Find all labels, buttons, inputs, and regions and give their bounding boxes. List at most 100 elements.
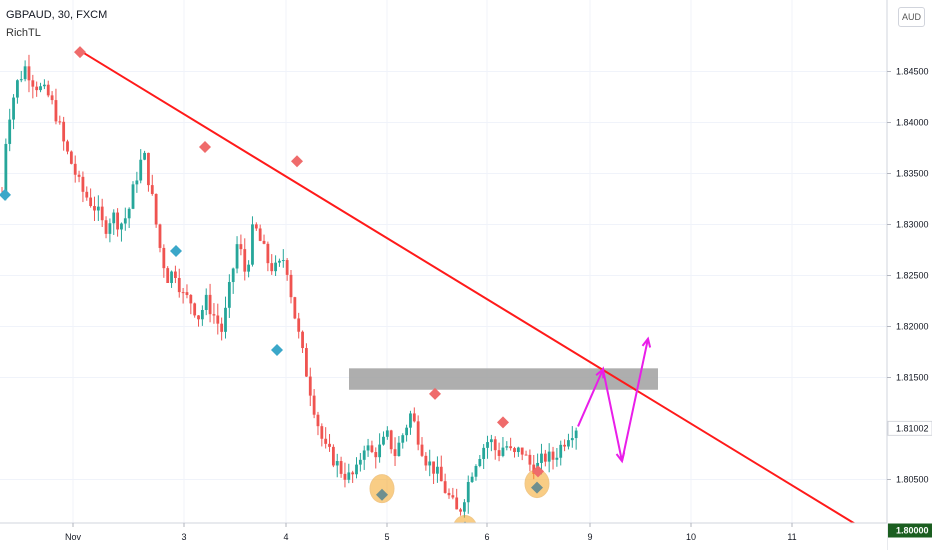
candle-body xyxy=(62,121,66,142)
candle-body xyxy=(416,421,420,445)
candle-body xyxy=(559,444,563,458)
candle-body xyxy=(501,447,505,456)
candle-body xyxy=(374,452,378,458)
candle-body xyxy=(104,220,108,234)
candle-body xyxy=(181,292,185,294)
pivot-low-marker xyxy=(531,481,543,494)
candle-body xyxy=(127,208,131,219)
candle-body xyxy=(93,206,96,211)
candle-body xyxy=(439,466,443,482)
candle-body xyxy=(328,443,331,447)
candle-body xyxy=(96,206,100,211)
candle-body xyxy=(150,185,154,194)
candle-body xyxy=(166,268,170,283)
candle-body xyxy=(486,442,489,448)
candle-body xyxy=(482,447,486,460)
candle-body xyxy=(382,436,385,445)
candle-body xyxy=(547,451,551,462)
candle-body xyxy=(158,224,162,248)
trendline xyxy=(78,49,867,532)
candle-body xyxy=(301,331,304,349)
candle-body xyxy=(397,442,401,457)
currency-button[interactable]: AUD xyxy=(898,7,925,27)
candle-body xyxy=(239,244,243,250)
candle-body xyxy=(135,180,139,185)
time-tick-label: 6 xyxy=(484,532,489,542)
candle-body xyxy=(320,426,324,439)
candle-body xyxy=(478,459,482,467)
grid xyxy=(0,0,887,523)
candle-body xyxy=(66,141,69,152)
time-tick-label: 11 xyxy=(787,532,796,542)
candle-body xyxy=(235,244,239,269)
candle-body xyxy=(466,481,470,503)
pivot-low-marker xyxy=(170,245,182,258)
candle-body xyxy=(428,461,432,466)
candle-body xyxy=(420,444,424,456)
candle-body xyxy=(170,271,173,283)
candle-body xyxy=(405,427,408,436)
current-price-label: 1.81002 xyxy=(896,423,929,433)
support-price-tag xyxy=(888,523,932,538)
candle-body xyxy=(393,449,397,457)
projection-arrowhead xyxy=(641,336,652,348)
candle-body xyxy=(89,197,93,207)
pivot-low-marker xyxy=(0,188,11,201)
candle-body xyxy=(123,218,127,224)
candle-body xyxy=(540,453,543,463)
candles xyxy=(0,54,578,518)
pivot-high-marker xyxy=(532,465,544,478)
candle-body xyxy=(227,282,231,308)
candle-body xyxy=(23,66,27,80)
candle-body xyxy=(116,212,119,230)
candle-body xyxy=(551,451,555,460)
candle-body xyxy=(424,455,428,466)
candle-body xyxy=(12,97,15,120)
candle-body xyxy=(524,454,528,456)
projection-arrowhead xyxy=(595,367,605,379)
candle-body xyxy=(532,464,536,474)
candle-body xyxy=(251,224,254,265)
price-tick-label: 1.84500 xyxy=(896,67,929,77)
candle-body xyxy=(278,260,281,263)
candle-body xyxy=(69,151,73,164)
candle-body xyxy=(343,473,347,480)
candle-body xyxy=(262,240,266,244)
price-tick-label: 1.80500 xyxy=(896,475,929,485)
candle-body xyxy=(493,439,497,451)
candle-body xyxy=(185,292,189,295)
candle-body xyxy=(247,264,251,272)
projection-path xyxy=(577,338,649,462)
candle-body xyxy=(331,446,335,466)
time-axis-background xyxy=(0,523,887,550)
pivot-high-marker xyxy=(74,46,86,59)
current-price-tag xyxy=(887,420,932,436)
candle-body xyxy=(463,502,466,512)
candle-body xyxy=(470,476,474,482)
candle-body xyxy=(143,152,146,160)
candle-body xyxy=(58,121,62,123)
candle-body xyxy=(347,472,351,480)
candle-body xyxy=(505,446,509,448)
candle-body xyxy=(139,159,143,181)
candle-body xyxy=(16,80,19,98)
candle-body xyxy=(570,438,574,441)
candle-body xyxy=(355,464,358,475)
low-highlight-circle xyxy=(369,474,395,504)
candle-body xyxy=(42,84,46,87)
time-tick-label: Nov xyxy=(65,532,82,542)
candle-body xyxy=(220,323,224,332)
price-tick-label: 1.84000 xyxy=(896,118,929,128)
candle-body xyxy=(266,243,270,264)
candle-body xyxy=(409,413,412,428)
resistance-zone-box xyxy=(349,368,658,390)
candle-body xyxy=(509,446,513,449)
candle-body xyxy=(216,315,220,324)
candle-body xyxy=(270,263,274,272)
candle-body xyxy=(177,277,181,293)
candle-body xyxy=(120,223,123,230)
candle-body xyxy=(497,450,501,456)
